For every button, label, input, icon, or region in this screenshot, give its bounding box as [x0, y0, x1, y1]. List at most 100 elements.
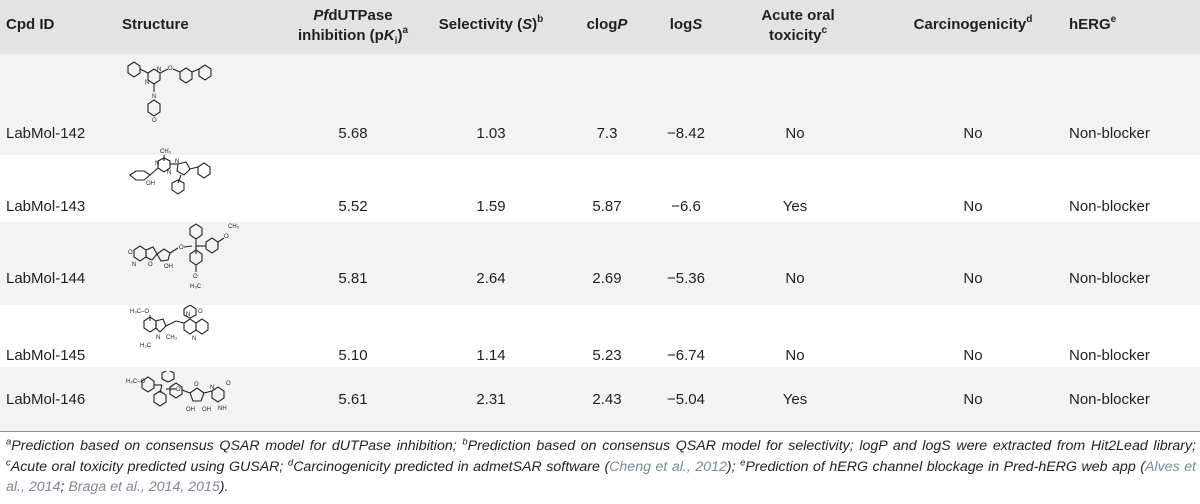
logs-value: −5.04	[667, 391, 705, 408]
clogp-value: 5.87	[592, 198, 622, 215]
svg-text:H₃C–O: H₃C–O	[126, 379, 145, 385]
svg-text:CH₃: CH₃	[160, 149, 172, 155]
pki-value: 5.61	[338, 391, 368, 408]
cpd-id: LabMol-146	[6, 391, 86, 408]
svg-text:N: N	[186, 312, 190, 318]
herg-value: Non-blocker	[1069, 125, 1150, 142]
svg-text:H₃C: H₃C	[140, 343, 152, 349]
header-clogp-p: P	[617, 16, 628, 33]
table-footnote: aPrediction based on consensus QSAR mode…	[6, 436, 1196, 498]
selectivity-value: 1.03	[476, 125, 506, 142]
header-pki: PfdUTPase inhibition (pKi)a	[268, 6, 438, 47]
header-pki-close: )	[397, 27, 403, 44]
carcinogenicity-value: No	[963, 125, 983, 142]
footnote-text-b: Prediction based on consensus QSAR model…	[467, 438, 1196, 454]
svg-text:O: O	[148, 262, 153, 268]
header-acute-sup: c	[821, 25, 828, 36]
pki-value: 5.81	[338, 270, 368, 287]
header-pki-rest: dUTPase	[328, 7, 393, 24]
svg-text:N: N	[167, 170, 171, 176]
citation-link[interactable]: Cheng et al., 2012	[609, 458, 727, 475]
labmol-142-structure-icon: N N O N O	[127, 61, 212, 124]
header-selectivity-close: )	[532, 16, 538, 33]
header-pki-k: K	[383, 27, 395, 44]
header-selectivity-sup: b	[537, 14, 544, 25]
svg-text:N: N	[152, 94, 156, 100]
acute-toxicity-value: Yes	[782, 198, 808, 215]
labmol-145-structure-icon: H₃C–O N H₃C CH₃ N O N	[130, 305, 209, 349]
svg-text:N: N	[156, 335, 160, 341]
selectivity-value: 2.31	[476, 391, 506, 408]
header-selectivity-s: S	[522, 16, 533, 33]
carcinogenicity-value: No	[963, 198, 983, 215]
logs-value: −6.6	[671, 198, 701, 215]
header-herg: hERGe	[1069, 15, 1116, 35]
labmol-146-structure-icon: H₃C–O O O OH OH N O NH	[126, 371, 231, 413]
footnote-text-a: Prediction based on consensus QSAR model…	[11, 438, 463, 454]
header-acute-line1: Acute oral	[761, 7, 835, 24]
labmol-143-structure-icon: CH₃ N N N OH	[129, 149, 211, 195]
pki-value: 5.52	[338, 198, 368, 215]
footnote-text-e: Prediction of hERG channel blockage in P…	[745, 458, 1145, 475]
clogp-value: 2.43	[592, 391, 622, 408]
selectivity-value: 1.14	[476, 347, 506, 364]
svg-text:O: O	[198, 309, 203, 315]
footnote-sup-c: c	[6, 456, 11, 468]
clogp-value: 5.23	[592, 347, 622, 364]
svg-text:OH: OH	[164, 264, 173, 270]
table-row: H₃C–O N H₃C CH₃ N O N LabMol-145 5.10 1.…	[0, 305, 1200, 381]
svg-text:N: N	[157, 67, 161, 73]
citation-link[interactable]: Braga et al., 2014, 2015	[68, 479, 220, 495]
header-carcinogenicity: Carcinogenicityd	[888, 15, 1058, 35]
header-acute-toxicity: Acute oral toxicityc	[733, 6, 863, 46]
header-herg-sup: e	[1110, 14, 1117, 25]
clogp-value: 7.3	[596, 125, 618, 142]
svg-text:O: O	[193, 274, 198, 280]
header-pki-sup: a	[402, 25, 408, 36]
footnote-sup-e: e	[740, 456, 746, 468]
cpd-id: LabMol-143	[6, 198, 86, 215]
pki-value: 5.10	[338, 347, 368, 364]
carcinogenicity-value: No	[963, 347, 983, 364]
header-cpd-id: Cpd ID	[6, 16, 55, 33]
svg-text:O: O	[224, 234, 229, 240]
svg-text:H₃C: H₃C	[190, 284, 202, 290]
cpd-id: LabMol-145	[6, 347, 86, 364]
svg-text:N: N	[132, 262, 136, 268]
footnote-end: ).	[219, 479, 229, 495]
svg-text:OH: OH	[186, 407, 195, 413]
svg-text:O: O	[152, 118, 157, 124]
svg-text:O: O	[179, 245, 184, 251]
svg-text:N: N	[175, 159, 179, 165]
logs-value: −8.42	[667, 125, 705, 142]
svg-text:N: N	[210, 385, 214, 391]
header-pki-pf: Pf	[313, 7, 329, 24]
table-row: CH₃ N N N OH LabMol-143 5.52 1.59 5.87 −…	[0, 149, 1200, 231]
acute-toxicity-value: No	[785, 270, 805, 287]
herg-value: Non-blocker	[1069, 198, 1150, 215]
table-bottom-rule	[0, 431, 1200, 432]
footnote-sup-a: a	[6, 436, 12, 448]
svg-text:OH: OH	[202, 407, 211, 413]
table-row: H₃C–O O O OH OH N O NH LabMol-14	[0, 367, 1200, 443]
svg-text:O: O	[194, 382, 199, 388]
citation-link[interactable]: Alves et al., 2014	[6, 458, 1197, 496]
header-selectivity-label: Selectivity (	[438, 16, 523, 33]
header-logs-s: S	[692, 16, 703, 33]
header-carcino-label: Carcinogenicity	[913, 16, 1027, 33]
svg-text:NH: NH	[218, 406, 227, 412]
selectivity-value: 1.59	[476, 198, 506, 215]
table-row: N N O N O LabMol-142 5.68 1.03 7.3 −8.42…	[0, 54, 1200, 155]
herg-value: Non-blocker	[1069, 391, 1150, 408]
logs-value: −6.74	[667, 347, 705, 364]
footnote-text-d: Carcinogenicity predicted in admetSAR so…	[293, 458, 610, 475]
carcinogenicity-value: No	[963, 270, 983, 287]
footnote-text-d2: );	[726, 458, 741, 475]
svg-text:N: N	[155, 161, 159, 167]
header-logs-label: log	[669, 16, 693, 33]
carcinogenicity-value: No	[963, 391, 983, 408]
svg-text:O: O	[226, 381, 231, 387]
footnote-sup-b: b	[462, 436, 468, 448]
svg-text:H₃C–O: H₃C–O	[130, 309, 149, 315]
pki-value: 5.68	[338, 125, 368, 142]
